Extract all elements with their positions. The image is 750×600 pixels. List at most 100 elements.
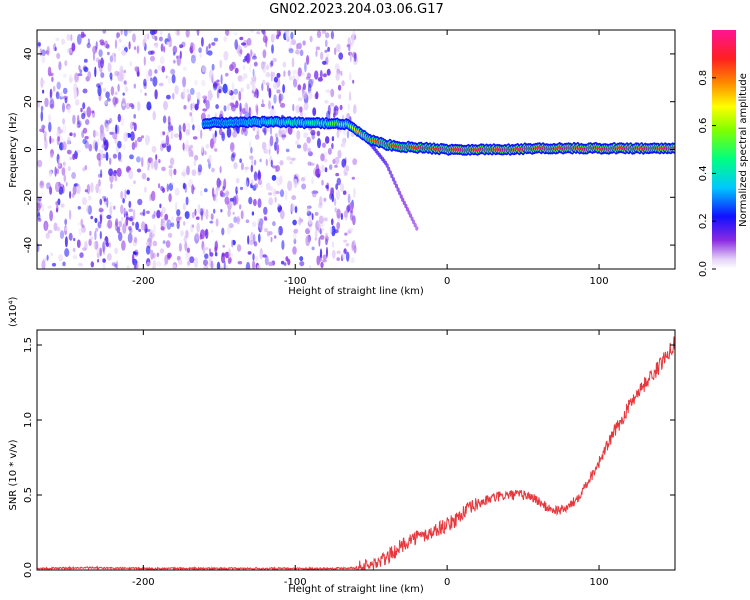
spectrogram-noise-blob — [182, 76, 187, 88]
spectrogram-noise-blob — [242, 73, 248, 80]
spectrogram-noise-blob — [284, 190, 288, 201]
spectrogram-noise-blob — [295, 105, 301, 114]
branch-blob — [407, 210, 411, 215]
spectrogram-noise-blob — [158, 36, 163, 42]
spectrogram-noise-blob — [239, 158, 242, 163]
spectrogram-noise-blob — [287, 180, 293, 192]
spectrogram-noise-blob — [191, 51, 197, 59]
spectrogram-noise-blob — [115, 260, 119, 269]
spectrogram-noise-blob — [342, 190, 347, 195]
spectrogram-noise-blob — [122, 197, 125, 204]
spectrogram-noise-blob — [150, 55, 155, 62]
spectrogram-noise-blob — [48, 121, 52, 133]
spectrogram-noise-blob — [88, 143, 93, 152]
spectrogram-noise-blob — [40, 110, 44, 122]
spectrogram-noise-blob — [175, 55, 179, 59]
spectrogram-noise-blob — [190, 103, 193, 111]
spectrogram-noise-blob — [143, 56, 146, 66]
spectrogram-noise-blob — [204, 150, 207, 156]
spectrogram-y-axis-label: Frequency (Hz) — [8, 112, 19, 188]
spectrogram-noise-blob — [96, 138, 100, 147]
spectrogram-noise-blob — [201, 145, 204, 153]
spectrogram-noise-blob — [213, 80, 218, 90]
spectrogram-noise-blob — [233, 162, 238, 170]
spectrogram-noise-blob — [195, 216, 200, 220]
spectrogram-noise-blob — [55, 181, 60, 193]
spectrogram-noise-blob — [338, 52, 344, 60]
spectrogram-noise-blob — [159, 203, 162, 209]
spectrogram-noise-blob — [351, 240, 356, 250]
spectrogram-noise-blob — [247, 235, 250, 245]
spectrogram-noise-blob — [152, 240, 158, 247]
spectrogram-noise-blob — [269, 135, 274, 147]
spectrogram-noise-blob — [143, 78, 147, 87]
spectrogram-noise-blob — [297, 84, 302, 91]
spectrogram-noise-blob — [215, 187, 219, 198]
spectrogram-noise-blob — [41, 259, 46, 269]
spectrogram-noise-blob — [92, 129, 96, 138]
spectrogram-noise-blob — [83, 58, 88, 63]
spectrogram-noise-blob — [79, 69, 83, 74]
spectrogram-noise-blob — [63, 160, 66, 168]
spectrogram-noise-blob — [127, 30, 133, 34]
spectrogram-noise-blob — [120, 191, 124, 200]
spectrogram-noise-blob — [165, 240, 171, 248]
spectrogram-noise-blob — [185, 122, 191, 128]
spectrogram-noise-blob — [120, 116, 125, 126]
spectrogram-noise-blob — [77, 206, 82, 210]
spectrogram-noise-blob — [183, 221, 186, 226]
colorbar-tick-label: 0.0 — [698, 261, 709, 277]
spectrogram-noise-blob — [68, 77, 74, 82]
spectrogram-noise-blob — [108, 168, 114, 176]
spectrogram-noise-blob — [39, 48, 43, 57]
spectrogram-noise-blob — [255, 92, 258, 99]
spectrogram-noise-blob — [117, 83, 120, 92]
colorbar-ticks: 0.0 0.2 0.4 0.6 0.8 — [698, 70, 716, 277]
y-tick-label: -20 — [23, 189, 34, 205]
spectrogram-noise-blob — [152, 259, 157, 269]
spectrogram-noise-blob — [245, 219, 250, 223]
spectrogram-noise-blob — [342, 129, 347, 136]
spectrogram-noise-blob — [142, 38, 146, 48]
spectrogram-noise-blob — [76, 149, 82, 153]
spectrogram-noise-blob — [260, 61, 265, 70]
spectrogram-noise-blob — [321, 30, 327, 34]
spectrogram-noise-blob — [352, 158, 358, 166]
spectrogram-noise-blob — [210, 213, 214, 221]
spectrogram-noise-blob — [291, 195, 297, 201]
branch-blob — [387, 166, 391, 172]
spectrogram-noise-blob — [217, 85, 223, 94]
spectrogram-noise-blob — [347, 203, 351, 212]
spectrogram-noise-blob — [296, 130, 301, 141]
spectrogram-noise-blob — [268, 192, 273, 196]
colorbar-gradient — [712, 30, 736, 269]
y-tick-label: 0.5 — [23, 487, 34, 503]
spectrogram-noise-blob — [323, 197, 327, 202]
spectrogram-noise-blob — [248, 196, 253, 205]
spectrogram-noise-blob — [277, 203, 281, 208]
spectrogram-noise-blob — [336, 257, 341, 261]
spectrogram-noise-blob — [260, 251, 263, 256]
spectrogram-noise-blob — [253, 241, 258, 247]
spectrogram-noise-blob — [128, 226, 132, 231]
spectrogram-noise-blob — [48, 169, 53, 177]
spectrogram-noise-blob — [276, 72, 281, 78]
spectrogram-noise-blob — [182, 202, 186, 211]
spectrogram-noise-blob — [315, 168, 319, 177]
spectrogram-noise-blob — [291, 57, 295, 68]
spectrogram-noise-blob — [148, 68, 153, 77]
spectrogram-noise-blob — [166, 41, 170, 46]
spectrogram-noise-blob — [50, 97, 54, 108]
colorbar-tick-label: 0.6 — [698, 118, 709, 134]
spectrogram-noise-blob — [122, 103, 126, 107]
spectrogram-noise-blob — [110, 77, 113, 81]
spectrogram-noise-blob — [41, 124, 46, 130]
spectrogram-noise-blob — [228, 257, 232, 263]
spectrogram-noise-blob — [79, 252, 84, 258]
spectrogram-noise-blob — [182, 122, 186, 133]
spectrogram-noise-blob — [94, 66, 97, 78]
spectrogram-noise-blob — [210, 260, 214, 269]
spectrogram-noise-blob — [311, 246, 315, 251]
spectrogram-noise-blob — [298, 216, 302, 226]
spectrogram-noise-blob — [171, 216, 174, 222]
